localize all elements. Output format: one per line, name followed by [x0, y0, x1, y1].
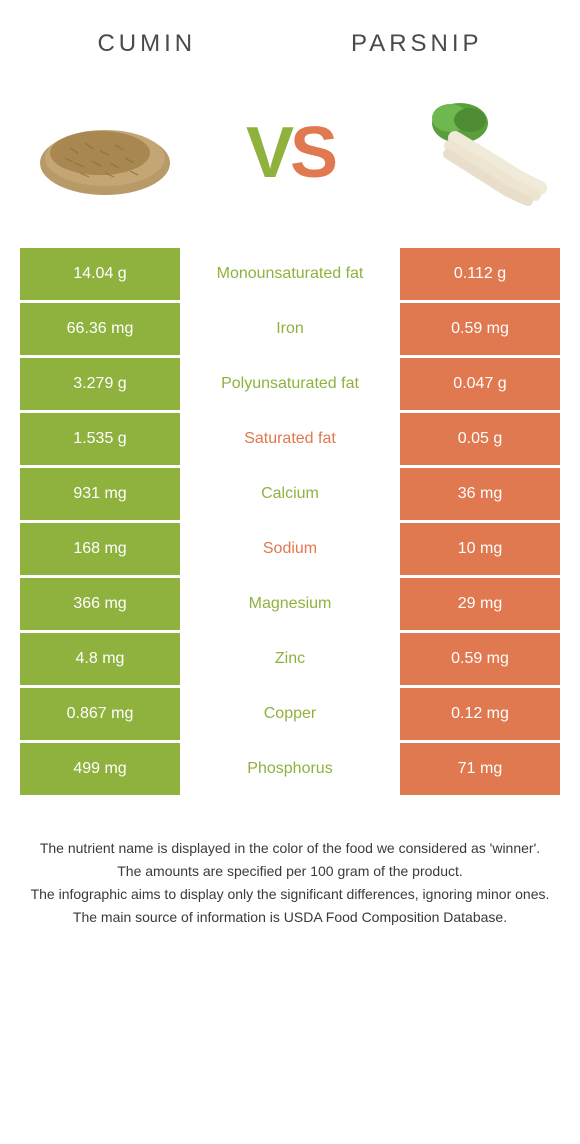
footer-notes: The nutrient name is displayed in the co…	[0, 798, 580, 950]
left-value-cell: 168 mg	[20, 523, 180, 575]
nutrient-label-cell: Copper	[180, 688, 400, 740]
nutrient-label-cell: Polyunsaturated fat	[180, 358, 400, 410]
right-value-cell: 0.12 mg	[400, 688, 560, 740]
table-row: 0.867 mgCopper0.12 mg	[20, 688, 560, 740]
right-value-cell: 10 mg	[400, 523, 560, 575]
vs-v-letter: V	[246, 113, 290, 193]
footer-line: The amounts are specified per 100 gram o…	[30, 861, 550, 882]
left-food-title: CUMIN	[97, 30, 196, 58]
images-row: VS	[0, 78, 580, 248]
nutrient-label-cell: Calcium	[180, 468, 400, 520]
vs-s-letter: S	[290, 113, 334, 193]
left-value-cell: 4.8 mg	[20, 633, 180, 685]
nutrient-label-cell: Monounsaturated fat	[180, 248, 400, 300]
nutrient-label-cell: Saturated fat	[180, 413, 400, 465]
footer-line: The infographic aims to display only the…	[30, 884, 550, 905]
right-value-cell: 36 mg	[400, 468, 560, 520]
table-row: 499 mgPhosphorus71 mg	[20, 743, 560, 795]
left-value-cell: 0.867 mg	[20, 688, 180, 740]
right-value-cell: 0.047 g	[400, 358, 560, 410]
header: CUMIN PARSNIP	[0, 0, 580, 78]
table-row: 66.36 mgIron0.59 mg	[20, 303, 560, 355]
left-value-cell: 14.04 g	[20, 248, 180, 300]
right-value-cell: 0.05 g	[400, 413, 560, 465]
right-value-cell: 0.59 mg	[400, 303, 560, 355]
left-value-cell: 366 mg	[20, 578, 180, 630]
nutrient-label-cell: Iron	[180, 303, 400, 355]
table-row: 931 mgCalcium36 mg	[20, 468, 560, 520]
right-value-cell: 0.112 g	[400, 248, 560, 300]
right-value-cell: 71 mg	[400, 743, 560, 795]
right-value-cell: 0.59 mg	[400, 633, 560, 685]
nutrient-label-cell: Zinc	[180, 633, 400, 685]
nutrient-label-cell: Magnesium	[180, 578, 400, 630]
cumin-image	[30, 98, 180, 208]
comparison-table: 14.04 gMonounsaturated fat0.112 g66.36 m…	[0, 248, 580, 795]
parsnip-image	[400, 98, 550, 208]
left-value-cell: 499 mg	[20, 743, 180, 795]
left-value-cell: 3.279 g	[20, 358, 180, 410]
left-value-cell: 931 mg	[20, 468, 180, 520]
left-value-cell: 66.36 mg	[20, 303, 180, 355]
table-row: 4.8 mgZinc0.59 mg	[20, 633, 560, 685]
table-row: 1.535 gSaturated fat0.05 g	[20, 413, 560, 465]
right-food-title: PARSNIP	[351, 30, 483, 58]
table-row: 168 mgSodium10 mg	[20, 523, 560, 575]
left-value-cell: 1.535 g	[20, 413, 180, 465]
footer-line: The nutrient name is displayed in the co…	[30, 838, 550, 859]
nutrient-label-cell: Phosphorus	[180, 743, 400, 795]
vs-label: VS	[246, 112, 334, 194]
footer-line: The main source of information is USDA F…	[30, 907, 550, 928]
table-row: 14.04 gMonounsaturated fat0.112 g	[20, 248, 560, 300]
nutrient-label-cell: Sodium	[180, 523, 400, 575]
right-value-cell: 29 mg	[400, 578, 560, 630]
table-row: 3.279 gPolyunsaturated fat0.047 g	[20, 358, 560, 410]
table-row: 366 mgMagnesium29 mg	[20, 578, 560, 630]
